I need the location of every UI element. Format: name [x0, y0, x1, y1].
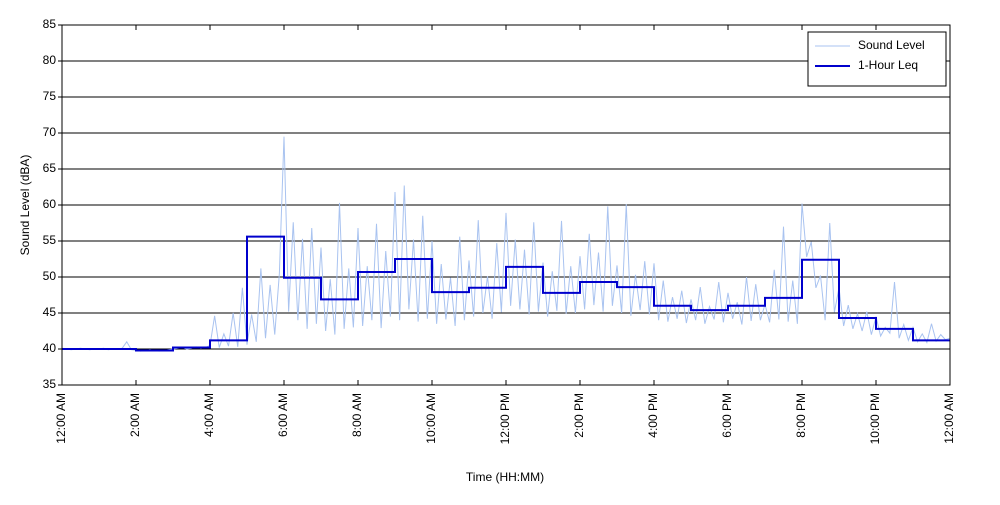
x-tick-label: 10:00 PM — [868, 393, 882, 444]
y-tick-label: 55 — [43, 233, 57, 247]
y-tick-label: 80 — [43, 53, 57, 67]
x-tick-label: 2:00 AM — [128, 393, 142, 437]
y-tick-label: 70 — [43, 125, 57, 139]
x-axis-label: Time (HH:MM) — [466, 470, 544, 484]
y-axis-label: Sound Level (dBA) — [18, 155, 32, 256]
x-tick-label: 8:00 AM — [350, 393, 364, 437]
x-tick-label: 4:00 PM — [646, 393, 660, 438]
x-tick-label: 12:00 AM — [54, 393, 68, 444]
x-tick-label: 6:00 AM — [276, 393, 290, 437]
y-tick-label: 35 — [43, 377, 57, 391]
y-tick-label: 60 — [43, 197, 57, 211]
y-tick-label: 50 — [43, 269, 57, 283]
legend-label: 1-Hour Leq — [858, 58, 918, 72]
y-tick-label: 45 — [43, 305, 57, 319]
x-tick-label: 6:00 PM — [720, 393, 734, 438]
x-tick-label: 2:00 PM — [572, 393, 586, 438]
legend-label: Sound Level — [858, 38, 925, 52]
y-tick-label: 75 — [43, 89, 57, 103]
plot-frame — [61, 24, 951, 386]
x-tick-label: 12:00 AM — [942, 393, 956, 444]
legend-box — [807, 31, 947, 87]
y-tick-label: 40 — [43, 341, 57, 355]
x-tick-label: 4:00 AM — [202, 393, 216, 437]
series-line — [62, 235, 950, 352]
x-tick-label: 8:00 PM — [794, 393, 808, 438]
y-tick-label: 85 — [43, 17, 57, 31]
x-tick-label: 12:00 PM — [498, 393, 512, 444]
x-tick-label: 10:00 AM — [424, 393, 438, 444]
y-tick-label: 65 — [43, 161, 57, 175]
